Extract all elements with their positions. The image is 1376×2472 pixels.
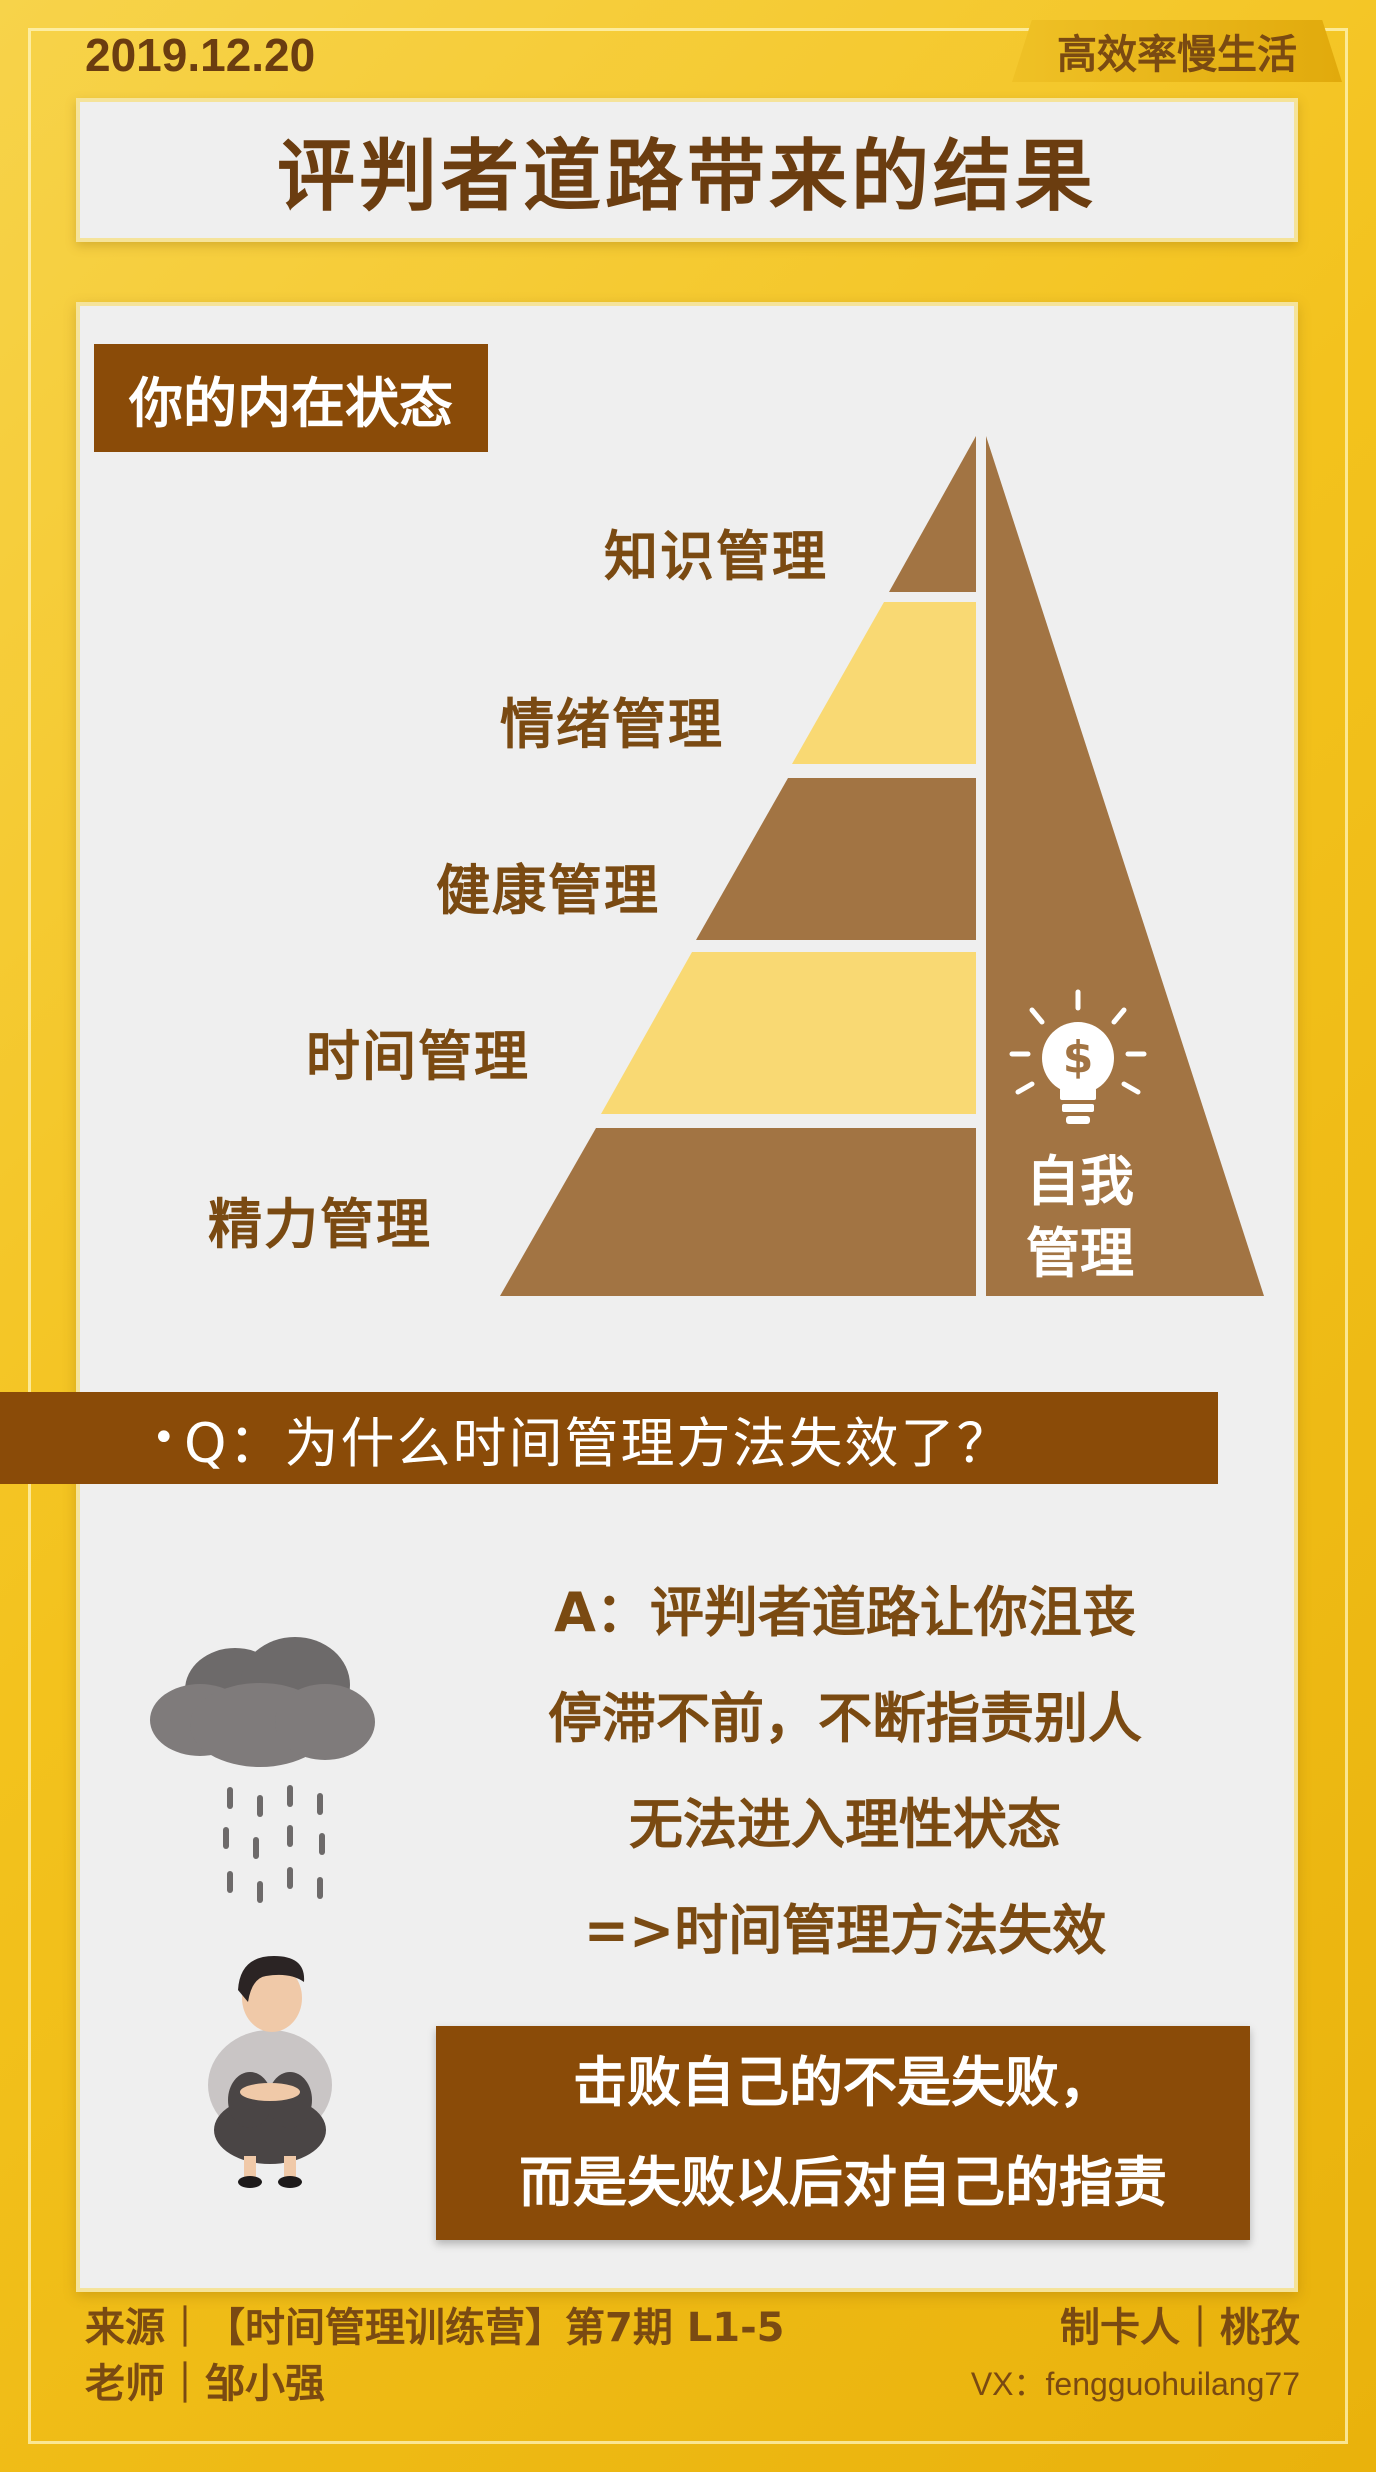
question-bullet: • — [152, 1415, 176, 1461]
rain-cloud-icon — [150, 1637, 375, 1767]
date: 2019.12.20 — [85, 29, 316, 81]
sad-person-icon — [208, 1956, 332, 2188]
footer-right: 制卡人｜桃孜 VX：fengguohuilang77 — [971, 2300, 1300, 2412]
content-panel — [76, 302, 1298, 2292]
pyramid-level-health — [696, 778, 976, 940]
pyramid-level-emotion — [792, 602, 976, 764]
footer-maker: 制卡人｜桃孜 — [1060, 2305, 1300, 2351]
quote-box: 击败自己的不是失败， 而是失败以后对自己的指责 — [436, 2026, 1250, 2240]
footer-vx: VX：fengguohuilang77 — [970, 2366, 1300, 2402]
sad-person-rain-cloud-icon — [150, 1637, 375, 2188]
brand-tag: 高效率慢生活 — [1012, 20, 1342, 82]
pyramid-level-knowledge — [889, 436, 976, 592]
answer-line: 停滞不前，不断指责别人 — [548, 1687, 1142, 1750]
question-text: Q：为什么时间管理方法失效了？ — [184, 1411, 1013, 1475]
pyramid-label-emotion: 情绪管理 — [500, 693, 724, 756]
pyramid-diagram: $ — [500, 436, 1264, 1296]
footer-source: 来源｜【时间管理训练营】第7期 L1-5 — [85, 2305, 785, 2351]
page-title: 评判者道路带来的结果 — [276, 131, 1097, 222]
section-label: 你的内在状态 — [94, 344, 488, 452]
pyramid-label-energy: 精力管理 — [208, 1193, 432, 1256]
self-management-label-line2: 管理 — [1026, 1222, 1134, 1285]
answer-line: 无法进入理性状态 — [629, 1793, 1061, 1856]
quote-line: 而是失败以后对自己的指责 — [519, 2151, 1167, 2214]
svg-text:$: $ — [1063, 1032, 1094, 1083]
pyramid-level-energy — [500, 1128, 976, 1296]
lightbulb-dollar-icon: $ — [1009, 989, 1147, 1124]
quote-line: 击败自己的不是失败， — [573, 2051, 1113, 2114]
footer-left: 来源｜【时间管理训练营】第7期 L1-5 老师｜邹小强 — [85, 2300, 785, 2412]
title-box: 评判者道路带来的结果 — [76, 98, 1298, 242]
inner-frame — [28, 28, 1348, 2444]
pyramid-label-time: 时间管理 — [306, 1025, 530, 1088]
footer-teacher: 老师｜邹小强 — [85, 2361, 325, 2407]
answer-line: A：评判者道路让你沮丧 — [554, 1581, 1136, 1644]
question-bar: • Q：为什么时间管理方法失效了？ — [0, 1392, 1218, 1484]
pyramid-level-time — [601, 952, 976, 1114]
answer-line: =>时间管理方法失效 — [583, 1899, 1107, 1962]
rain-drops — [223, 1785, 325, 1903]
answer-block: A：评判者道路让你沮丧 停滞不前，不断指责别人 无法进入理性状态 =>时间管理方… — [470, 1560, 1220, 1984]
self-management-label: 自我 管理 — [1020, 1146, 1140, 1290]
self-management-label-line1: 自我 — [1026, 1150, 1134, 1213]
pyramid-label-knowledge: 知识管理 — [604, 525, 828, 588]
pyramid-label-health: 健康管理 — [436, 859, 660, 922]
